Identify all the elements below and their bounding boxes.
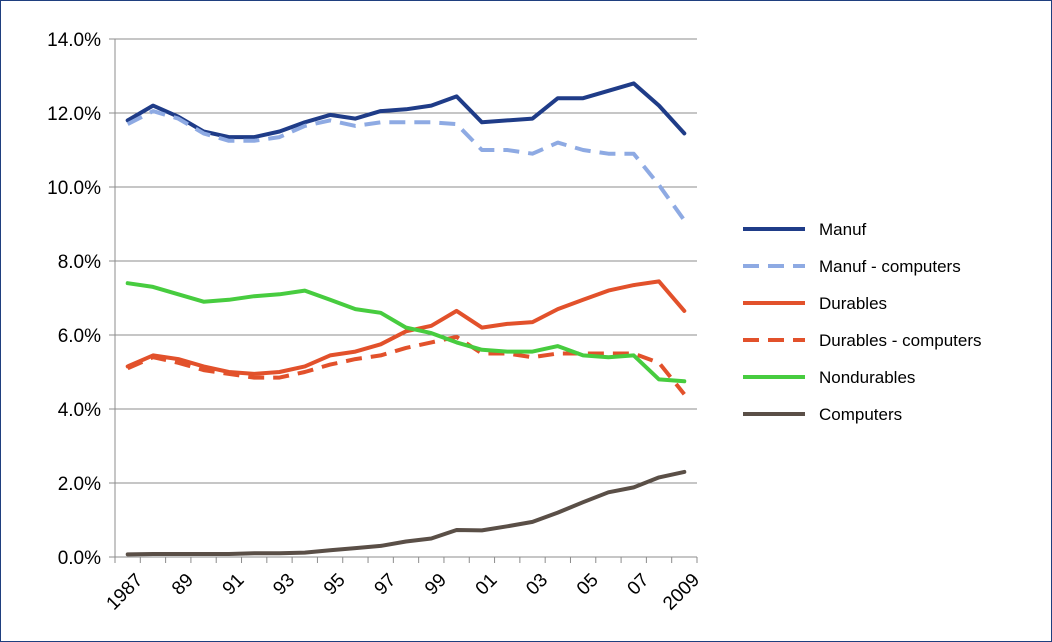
y-tick-label: 4.0% [58,400,101,421]
series-line-nondurables [125,281,687,384]
x-tick-label: 91 [219,570,249,600]
x-tick-label: 01 [472,570,502,600]
gridlines [115,38,697,484]
axes [109,38,698,563]
x-tick-label: 89 [168,570,198,600]
series-line-manuf [125,81,687,140]
x-tick-label: 95 [320,570,350,600]
legend-label-durables-computers: Durables - computers [819,331,982,350]
legend-label-manuf: Manuf [819,220,867,239]
y-tick-label: 0.0% [58,548,101,569]
x-tick-label: 2009 [659,570,704,615]
series-line-durables-computers [126,334,686,396]
y-tick-label: 6.0% [58,326,101,347]
series-line-durables [125,279,687,376]
series-line-manuf-computers [126,109,686,222]
x-tick-label: 07 [624,570,654,600]
x-tick-label: 93 [269,570,299,600]
legend: Manuf Manuf - computers Durables Durables -… [743,220,982,424]
tick-labels: 0.0% 2.0% 4.0% 6.0% 8.0% 10.0% 12.0% 14.0% 1987 8… [47,30,704,615]
legend-label-durables: Durables [819,294,887,313]
x-tick-label: 03 [522,570,552,600]
series-lines [125,81,687,557]
x-tick-label: 1987 [103,570,148,615]
x-tick-label: 97 [371,570,401,600]
y-tick-label: 2.0% [58,474,101,495]
x-tick-label: 99 [421,570,451,600]
legend-label-nondurables: Nondurables [819,368,915,387]
y-tick-label: 10.0% [47,178,101,199]
legend-label-computers: Computers [819,405,902,424]
series-line-computers [125,469,687,557]
y-tick-label: 14.0% [47,30,101,51]
x-tick-label: 05 [573,570,603,600]
y-tick-label: 8.0% [58,252,101,273]
y-tick-label: 12.0% [47,104,101,125]
legend-label-manuf-computers: Manuf - computers [819,257,961,276]
